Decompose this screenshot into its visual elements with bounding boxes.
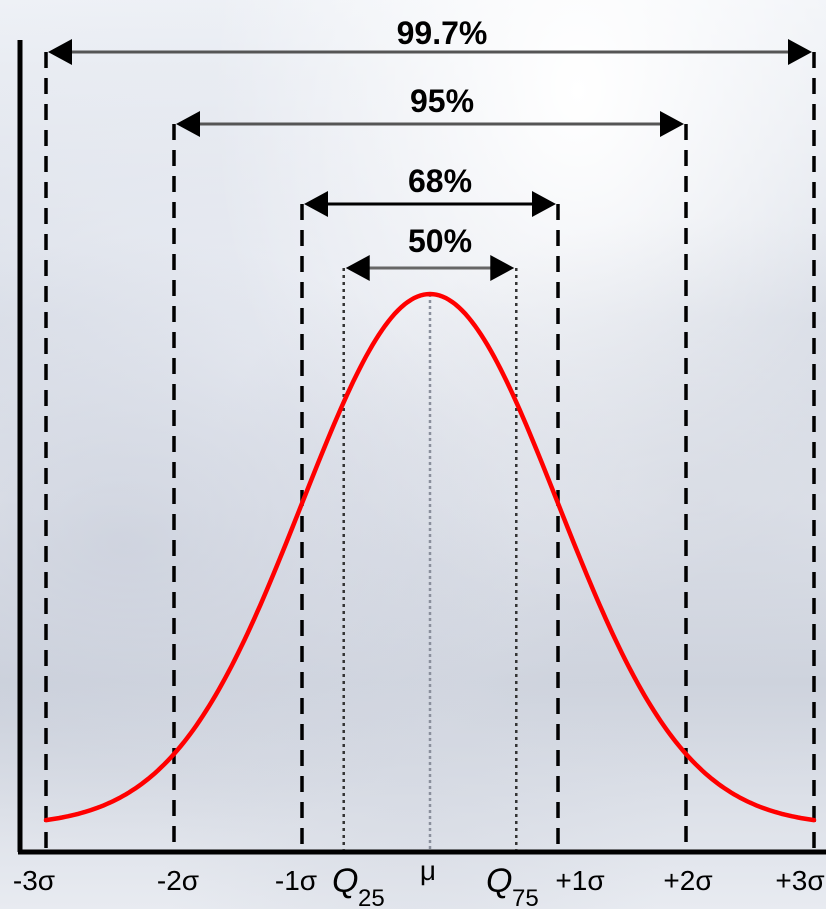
interval-arrow-0-head-right [788, 39, 812, 65]
label-50: 50% [408, 223, 472, 259]
q25-subscript: 25 [358, 885, 385, 909]
tick-plus-1-sigma: +1σ [555, 865, 604, 896]
q25-letter: Q [332, 862, 358, 900]
interval-arrow-0-head-left [48, 39, 72, 65]
tick-minus-1-sigma: -1σ [275, 865, 317, 896]
interval-arrow-2 [304, 191, 556, 217]
interval-arrow-3-head-left [345, 255, 370, 281]
sigma-boundary-lines [44, 52, 816, 850]
tick-minus-2-sigma: -2σ [157, 865, 199, 896]
tick-plus-2-sigma: +2σ [663, 865, 712, 896]
q75-letter: Q [486, 862, 512, 900]
tick-plus-3-sigma: +3σ [775, 865, 824, 896]
label-95: 95% [410, 83, 474, 119]
interval-arrow-1 [176, 111, 684, 137]
tick-mu: μ [420, 855, 436, 886]
label-99-7: 99.7% [397, 15, 488, 51]
normal-curve [43, 291, 817, 823]
interval-arrow-2-head-left [304, 191, 328, 217]
interval-arrow-3 [345, 255, 515, 281]
interval-arrow-3-head-right [490, 255, 515, 281]
interval-arrow-0 [48, 39, 812, 65]
label-68: 68% [408, 163, 472, 199]
q75-subscript: 75 [512, 885, 539, 909]
interval-arrow-1-head-left [176, 111, 200, 137]
interval-arrow-1-head-right [660, 111, 684, 137]
interval-arrow-2-head-right [532, 191, 556, 217]
tick-minus-3-sigma: -3σ [13, 865, 55, 896]
interval-arrows [48, 39, 812, 281]
